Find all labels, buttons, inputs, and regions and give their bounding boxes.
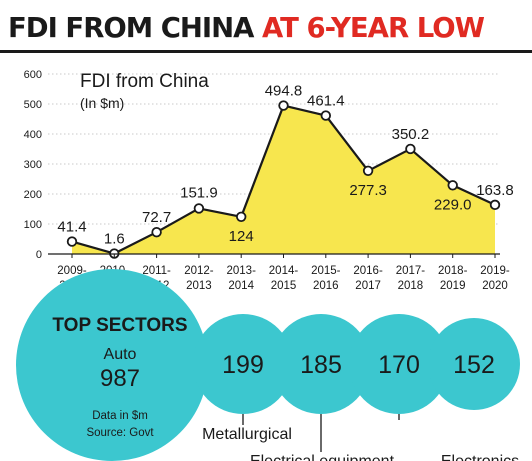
- sector-value: 199: [222, 351, 264, 379]
- sector-value: 185: [300, 351, 342, 379]
- data-label: 124: [229, 228, 254, 245]
- data-label: 163.8: [476, 182, 514, 199]
- headline-part-2: AT 6-YEAR LOW: [262, 12, 485, 44]
- data-label: 72.7: [142, 209, 171, 226]
- x-axis: 2009-20102010-20112011-20122012-20132013…: [48, 253, 510, 292]
- x-tick-label: 2012-2013: [184, 265, 214, 292]
- sector-name: Electrical equipment: [250, 453, 395, 461]
- sector-value: 170: [378, 351, 420, 379]
- headline-rule: [0, 50, 532, 53]
- sectors-title: TOP SECTORS: [52, 315, 187, 336]
- y-tick-label: 600: [24, 69, 42, 81]
- data-label: 41.4: [57, 219, 86, 236]
- data-label: 277.3: [349, 182, 387, 199]
- sector-bubble: [428, 318, 520, 410]
- y-tick-label: 300: [24, 159, 42, 171]
- sector-bubble: [349, 314, 449, 414]
- top-sector-bubble: [16, 269, 208, 461]
- top-sector-name: Auto: [104, 346, 137, 363]
- y-tick-label: 200: [24, 189, 42, 201]
- chart-subtitle: (In $m): [80, 95, 124, 111]
- x-tick-label: 2013-2014: [226, 265, 256, 292]
- sector-bubble: [193, 314, 293, 414]
- data-point: [405, 143, 416, 155]
- headline-part-1: FDI FROM CHINA: [8, 12, 262, 44]
- data-label: 461.4: [307, 93, 345, 110]
- data-point: [447, 180, 458, 191]
- y-tick-label: 500: [24, 99, 42, 111]
- data-point: [362, 165, 374, 177]
- headline: FDI FROM CHINA AT 6-YEAR LOW: [8, 6, 485, 50]
- chart-title: FDI from China: [80, 71, 209, 92]
- data-label: 151.9: [180, 184, 218, 201]
- x-tick-label: 2016-2017: [353, 265, 383, 292]
- data-label: 1.6: [104, 231, 125, 248]
- y-axis: 0 100 200 300 400 500 600: [24, 69, 42, 261]
- y-tick-label: 400: [24, 129, 42, 141]
- x-tick-label: 2014-2015: [269, 265, 299, 292]
- data-point: [151, 226, 162, 238]
- data-point: [278, 100, 289, 111]
- data-label: 229.0: [434, 196, 472, 213]
- x-tick-label: 2018-2019: [438, 265, 468, 292]
- x-tick-label: 2017-2018: [396, 265, 426, 292]
- area-layer: [66, 100, 501, 259]
- data-label: 350.2: [392, 126, 430, 143]
- top-sectors: TOP SECTORS Auto 987 Data in $m Source: Govt…: [16, 269, 520, 461]
- data-point: [66, 236, 78, 247]
- data-point: [193, 203, 205, 214]
- sector-bubble: [271, 314, 371, 414]
- y-tick-label: 0: [36, 249, 42, 261]
- y-tick-label: 100: [24, 219, 42, 231]
- source-note: Data in $m: [92, 410, 148, 422]
- area-fill: [72, 105, 495, 254]
- x-tick-label: 2015-2016: [311, 265, 341, 292]
- data-point: [489, 199, 501, 211]
- data-point: [235, 211, 247, 223]
- sector-value: 152: [453, 351, 495, 379]
- sector-name: Electronics: [441, 453, 519, 461]
- sector-name: Metallurgical: [202, 426, 292, 443]
- top-sector-value: 987: [100, 365, 140, 392]
- data-point: [320, 110, 332, 121]
- source-note: Source: Govt: [86, 427, 154, 439]
- x-tick-label: 2019-2020: [480, 265, 510, 292]
- data-label: 494.8: [265, 83, 303, 100]
